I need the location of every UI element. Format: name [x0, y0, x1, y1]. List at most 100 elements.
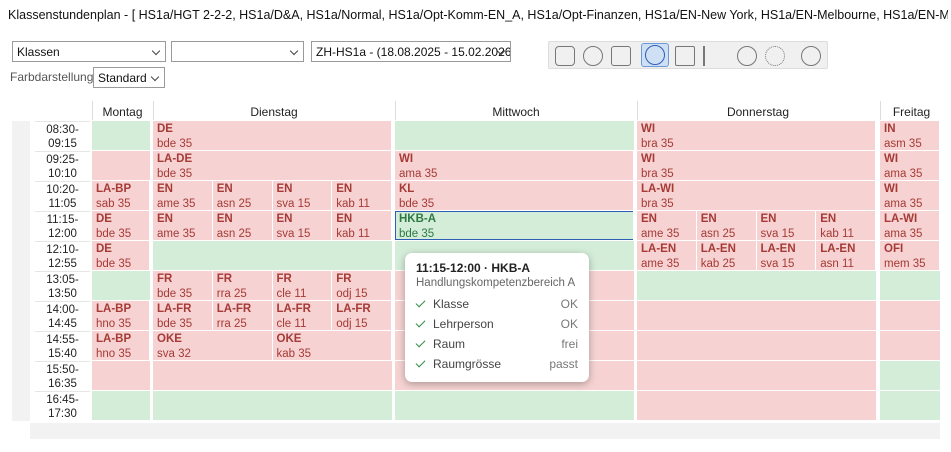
- cell[interactable]: WI ama 35: [395, 151, 634, 180]
- cell[interactable]: LA-WI bra 35: [637, 181, 876, 210]
- lesson[interactable]: LA-BP sab 35: [92, 181, 150, 210]
- cell[interactable]: [880, 331, 940, 360]
- lesson[interactable]: EN kab 11: [816, 211, 876, 240]
- icon-search[interactable]: [737, 46, 757, 66]
- lesson[interactable]: EN asn 25: [213, 181, 273, 210]
- cell[interactable]: [153, 241, 392, 270]
- color-select[interactable]: Standard: [93, 67, 165, 88]
- lesson[interactable]: DE bde 35: [92, 211, 150, 240]
- cell[interactable]: EN ame 35 EN asn 25 EN sva 15 EN kab 11: [153, 181, 392, 210]
- lesson[interactable]: FR odj 15: [332, 271, 392, 300]
- cell[interactable]: LA-BP sab 35: [92, 181, 150, 210]
- cell[interactable]: WI bra 35: [637, 151, 876, 180]
- lesson[interactable]: EN sva 15: [757, 211, 817, 240]
- cell[interactable]: [880, 391, 940, 420]
- cell[interactable]: OFI mem 35: [880, 241, 940, 270]
- cell[interactable]: [637, 331, 876, 360]
- lesson[interactable]: EN ame 35: [153, 181, 213, 210]
- icon-person[interactable]: [583, 46, 603, 66]
- lesson[interactable]: LA-EN kab 25: [697, 241, 757, 270]
- lesson[interactable]: HKB-A bde 35: [395, 211, 634, 240]
- icon-time-active[interactable]: [641, 43, 669, 67]
- lesson[interactable]: LA-WI bra 35: [637, 181, 876, 210]
- lesson[interactable]: OKE kab 35: [273, 331, 392, 360]
- cell[interactable]: LA-DE bde 35: [153, 151, 392, 180]
- period-select[interactable]: ZH-HS1a - (18.08.2025 - 15.02.2026: [311, 41, 511, 62]
- h-scrollbar[interactable]: [30, 423, 940, 439]
- icon-room[interactable]: [611, 46, 631, 66]
- lesson[interactable]: WI ama 35: [880, 151, 940, 180]
- cell[interactable]: HKB-A bde 35: [395, 211, 634, 240]
- cell[interactable]: [153, 391, 392, 420]
- cell[interactable]: KL bde 35: [395, 181, 634, 210]
- cell[interactable]: WI ama 35: [880, 151, 940, 180]
- icon-doc[interactable]: [675, 46, 695, 66]
- cell[interactable]: [92, 391, 150, 420]
- cell[interactable]: EN ame 35 EN asn 25 EN sva 15 EN kab 11: [153, 211, 392, 240]
- cell[interactable]: DE bde 35: [92, 211, 150, 240]
- lesson[interactable]: LA-DE bde 35: [153, 151, 392, 180]
- lesson[interactable]: LA-EN ame 35: [637, 241, 697, 270]
- cell[interactable]: [880, 271, 940, 300]
- cell[interactable]: [153, 361, 392, 390]
- lesson[interactable]: EN kab 11: [332, 211, 392, 240]
- cell[interactable]: LA-BP hno 35: [92, 331, 150, 360]
- cell[interactable]: [637, 391, 876, 420]
- cell[interactable]: [92, 151, 150, 180]
- icon-hide[interactable]: [801, 46, 821, 66]
- icon-settings[interactable]: [765, 46, 785, 66]
- lesson[interactable]: OKE sva 32: [153, 331, 273, 360]
- lesson[interactable]: IN asm 35: [880, 121, 940, 150]
- lesson[interactable]: WI bra 35: [637, 121, 876, 150]
- cell[interactable]: LA-FR bde 35 LA-FR rra 25 LA-FR cle 11 LA-FR od…: [153, 301, 392, 330]
- lesson[interactable]: FR bde 35: [153, 271, 213, 300]
- lesson[interactable]: EN sva 15: [273, 211, 333, 240]
- cell[interactable]: [395, 121, 634, 150]
- cell[interactable]: [395, 391, 634, 420]
- icon-people[interactable]: [555, 46, 575, 66]
- cell[interactable]: [637, 301, 876, 330]
- lesson[interactable]: LA-EN sva 15: [757, 241, 817, 270]
- cell[interactable]: DE bde 35: [153, 121, 392, 150]
- lesson[interactable]: LA-FR rra 25: [213, 301, 273, 330]
- lesson[interactable]: DE bde 35: [153, 121, 392, 150]
- lesson[interactable]: DE bde 35: [92, 241, 150, 270]
- lesson[interactable]: EN ame 35: [153, 211, 213, 240]
- lesson[interactable]: OFI mem 35: [880, 241, 940, 270]
- view-select[interactable]: Klassen: [12, 41, 166, 62]
- lesson[interactable]: EN asn 25: [213, 211, 273, 240]
- cell[interactable]: [92, 121, 150, 150]
- cell[interactable]: [637, 271, 876, 300]
- cell[interactable]: WI ama 35: [880, 181, 940, 210]
- cell[interactable]: OKE sva 32 OKE kab 35: [153, 331, 392, 360]
- icon-list[interactable]: [703, 46, 723, 66]
- cell[interactable]: FR bde 35 FR rra 25 FR cle 11 FR odj 15: [153, 271, 392, 300]
- lesson[interactable]: WI bra 35: [637, 151, 876, 180]
- search-input[interactable]: [171, 41, 304, 62]
- lesson[interactable]: EN sva 15: [273, 181, 333, 210]
- lesson[interactable]: FR cle 11: [273, 271, 333, 300]
- lesson[interactable]: WI ama 35: [395, 151, 634, 180]
- cell[interactable]: LA-WI ama 35: [880, 211, 940, 240]
- lesson[interactable]: KL bde 35: [395, 181, 634, 210]
- lesson[interactable]: LA-FR bde 35: [153, 301, 213, 330]
- cell[interactable]: [92, 271, 150, 300]
- cell[interactable]: [880, 301, 940, 330]
- lesson[interactable]: EN ame 35: [637, 211, 697, 240]
- lesson[interactable]: LA-EN asn 11: [816, 241, 876, 270]
- cell[interactable]: DE bde 35: [92, 241, 150, 270]
- lesson[interactable]: EN asn 25: [697, 211, 757, 240]
- lesson[interactable]: LA-BP hno 35: [92, 331, 150, 360]
- lesson[interactable]: LA-FR cle 11: [273, 301, 333, 330]
- lesson[interactable]: LA-FR odj 15: [332, 301, 392, 330]
- cell[interactable]: [92, 361, 150, 390]
- cell[interactable]: IN asm 35: [880, 121, 940, 150]
- cell[interactable]: EN ame 35 EN asn 25 EN sva 15 EN kab 11: [637, 211, 876, 240]
- lesson[interactable]: WI ama 35: [880, 181, 940, 210]
- v-scrollbar[interactable]: [12, 121, 30, 421]
- lesson[interactable]: EN kab 11: [332, 181, 392, 210]
- lesson[interactable]: FR rra 25: [213, 271, 273, 300]
- cell[interactable]: LA-BP hno 35: [92, 301, 150, 330]
- cell[interactable]: LA-EN ame 35 LA-EN kab 25 LA-EN sva 15 LA-EN as…: [637, 241, 876, 270]
- cell[interactable]: [880, 361, 940, 390]
